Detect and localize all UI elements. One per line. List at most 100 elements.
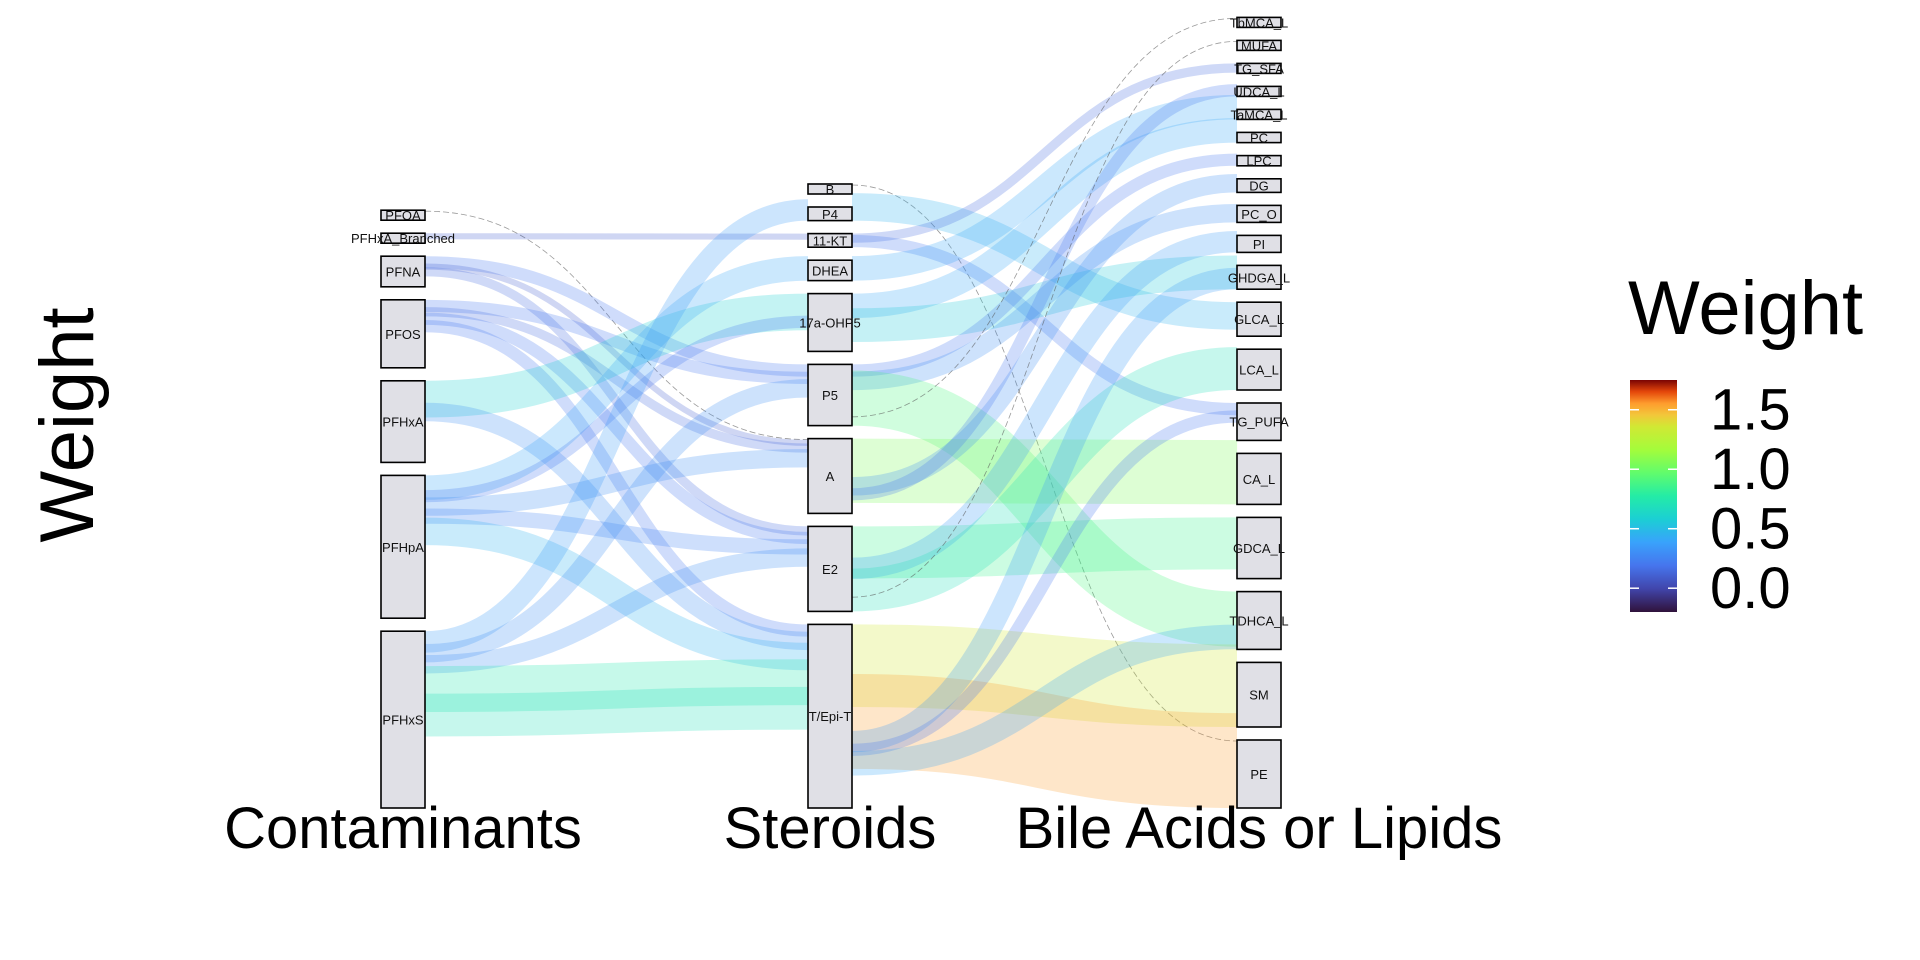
node-t-epi-t <box>807 623 853 809</box>
legend-colorbar <box>1630 380 1677 612</box>
flow-pfhpa-to-a <box>424 448 809 516</box>
node-lca-l <box>1236 348 1282 391</box>
legend-tick-label: 1.5 <box>1710 378 1791 443</box>
flow-pfhxs-to-p4 <box>424 199 809 653</box>
node-label-17a-ohp5: 17a-OHP5 <box>799 316 860 331</box>
node-pc <box>1236 131 1282 144</box>
node-tg-pufa <box>1236 402 1282 442</box>
node-tbmca-l <box>1236 16 1282 29</box>
node-label-e2: E2 <box>822 562 838 577</box>
node-a <box>807 437 853 515</box>
node-label-pfos: PFOS <box>385 327 421 342</box>
node-label-p4: P4 <box>822 207 838 222</box>
node-pfhxa-branched <box>380 232 426 244</box>
flow-11-kt-to-tg-sfa <box>851 63 1238 243</box>
flow-t-epi-t-to-ghdga-l <box>851 267 1238 753</box>
node-e2 <box>807 525 853 613</box>
flow-b-to-pe <box>851 184 1238 742</box>
node-label-pfoa: PFOA <box>385 208 421 223</box>
node-ca-l <box>1236 452 1282 506</box>
color-legend: Weight 1.51.00.50.0 <box>1628 266 1863 621</box>
node-tdhca-l <box>1236 590 1282 651</box>
flow-pfhxs-to-e2 <box>424 548 809 674</box>
node-label-b: B <box>826 182 835 197</box>
flow-pfos-to-a <box>424 307 809 453</box>
flow-17a-ohp5-to-ghdga-l <box>851 255 1238 342</box>
node-p5 <box>807 363 853 427</box>
node-pc-o <box>1236 204 1282 224</box>
node-label-pc: PC <box>1250 131 1268 146</box>
flow-pfna-to-e2 <box>424 267 809 536</box>
flow-t-epi-t-to-tg-pufa <box>851 410 1238 756</box>
node-lpc <box>1236 154 1282 167</box>
flow-pfos-to-e2 <box>424 312 809 545</box>
node-pfhxa <box>380 379 426 464</box>
node-label-pfhpa: PFHpA <box>382 540 424 555</box>
node-tamca-l <box>1236 108 1282 121</box>
node-label-tg-pufa: TG_PUFA <box>1229 415 1289 430</box>
node-pfhxs <box>380 630 426 809</box>
node-11-kt <box>807 232 853 249</box>
node-label-11-kt: 11-KT <box>813 233 847 248</box>
flow-p5-to-tbmca-l <box>851 18 1238 418</box>
flow-pfhxs-to-t-epi-t <box>424 659 809 712</box>
flow-p5-to-tdhca-l <box>851 370 1238 647</box>
node-pfna <box>380 255 426 288</box>
node-label-tdhca-l: TDHCA_L <box>1229 614 1288 629</box>
node-b <box>807 183 853 195</box>
flow-pfna-to-p5 <box>424 256 809 377</box>
legend-tick-label: 1.0 <box>1710 437 1791 502</box>
node-label-pc-o: PC_O <box>1241 207 1276 222</box>
flow-a-to-udca-l <box>851 84 1238 501</box>
flow-pfhxa-to-17a-ohp5 <box>424 293 809 418</box>
flow-pfna-to-a <box>424 263 809 446</box>
node-label-pe: PE <box>1250 767 1268 782</box>
node-tg-sfa <box>1236 62 1282 75</box>
node-mufa <box>1236 39 1282 52</box>
flow-pfos-to-p5 <box>424 299 809 384</box>
flow-pfhxs-to-t-epi-t <box>424 686 809 737</box>
node-dg <box>1236 178 1282 194</box>
legend-tick-label: 0.5 <box>1710 497 1791 562</box>
node-label-sm: SM <box>1249 688 1269 703</box>
node-pfoa <box>380 209 426 221</box>
node-label-a: A <box>826 469 835 484</box>
axis-label-bile-acids-lipids: Bile Acids or Lipids <box>1016 796 1503 861</box>
flow-a-to-dg <box>851 174 1238 496</box>
flow-e2-to-gdca-l <box>851 517 1238 579</box>
flow-pfhxs-to-p5 <box>424 379 809 663</box>
node-label-dhea: DHEA <box>812 263 848 278</box>
node-udca-l <box>1236 85 1282 98</box>
flow-pfoa-to-a <box>424 210 809 440</box>
flow-11-kt-to-tg-pufa <box>851 234 1238 416</box>
flow-pfhxa-to-t-epi-t <box>424 402 809 651</box>
node-label-dg: DG <box>1249 179 1269 194</box>
flow-t-epi-t-to-sm <box>851 624 1238 727</box>
flow-pfhpa-to-17a-ohp5 <box>424 315 809 503</box>
node-sm <box>1236 661 1282 728</box>
node-label-pi: PI <box>1253 237 1265 252</box>
node-pe <box>1236 739 1282 809</box>
node-dhea <box>807 259 853 282</box>
y-axis-label: Weight <box>25 307 110 542</box>
axis-label-contaminants: Contaminants <box>224 796 582 861</box>
node-label-udca-l: UDCA_L <box>1233 84 1284 99</box>
node-label-tamca-l: TaMCA_L <box>1230 107 1287 122</box>
node-label-p5: P5 <box>822 388 838 403</box>
node-label-gdca-l: GDCA_L <box>1233 541 1285 556</box>
node-label-pfna: PFNA <box>386 265 421 280</box>
node-label-glca-l: GLCA_L <box>1234 312 1284 327</box>
flow-a-to-ca-l <box>851 438 1238 505</box>
node-label-pfhxa-branched: PFHxA_Branched <box>351 231 455 246</box>
node-label-lca-l: LCA_L <box>1239 363 1279 378</box>
node-label-t-epi-t: T/Epi-T <box>809 709 852 724</box>
node-label-ca-l: CA_L <box>1243 472 1276 487</box>
flow-pfhpa-to-dhea <box>424 256 809 500</box>
flow-e2-to-pi <box>851 230 1238 580</box>
flow-p5-to-pc-o <box>851 204 1238 391</box>
node-label-pfhxs: PFHxS <box>382 713 424 728</box>
node-pi <box>1236 234 1282 254</box>
flow-t-epi-t-to-tdhca-l <box>851 624 1238 776</box>
node-label-ghdga-l: GHDGA_L <box>1228 270 1290 285</box>
